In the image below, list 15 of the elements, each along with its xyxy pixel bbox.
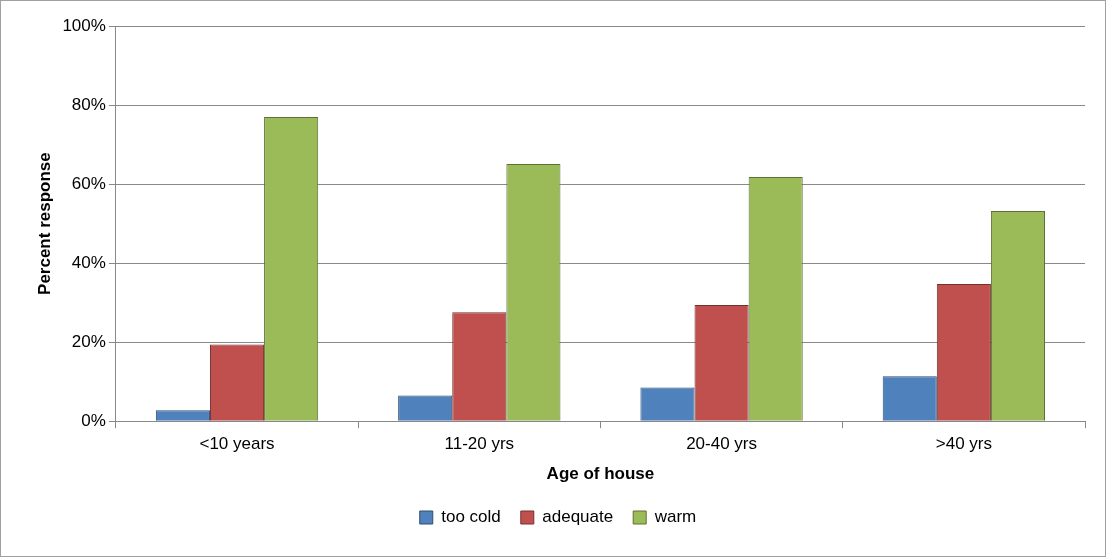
x-tick-label: <10 years (199, 434, 275, 454)
x-tick-label: >40 yrs (935, 434, 992, 454)
y-tick-label: 20% (71, 331, 106, 351)
y-tick-label: 60% (71, 173, 106, 193)
x-tick-label: 11-20 yrs (444, 434, 515, 454)
legend-label: too cold (441, 507, 501, 527)
x-tick-label: 20-40 yrs (686, 434, 758, 454)
x-axis-title: Age of house (546, 464, 655, 484)
y-tick-label: 100% (62, 15, 106, 35)
legend-label: warm (653, 507, 697, 527)
y-tick-label: 80% (71, 94, 106, 114)
y-axis-title: Percent response (34, 152, 54, 295)
y-tick-label: 40% (71, 252, 106, 272)
legend-label: adequate (542, 507, 614, 527)
y-tick-label: 0% (81, 410, 106, 430)
